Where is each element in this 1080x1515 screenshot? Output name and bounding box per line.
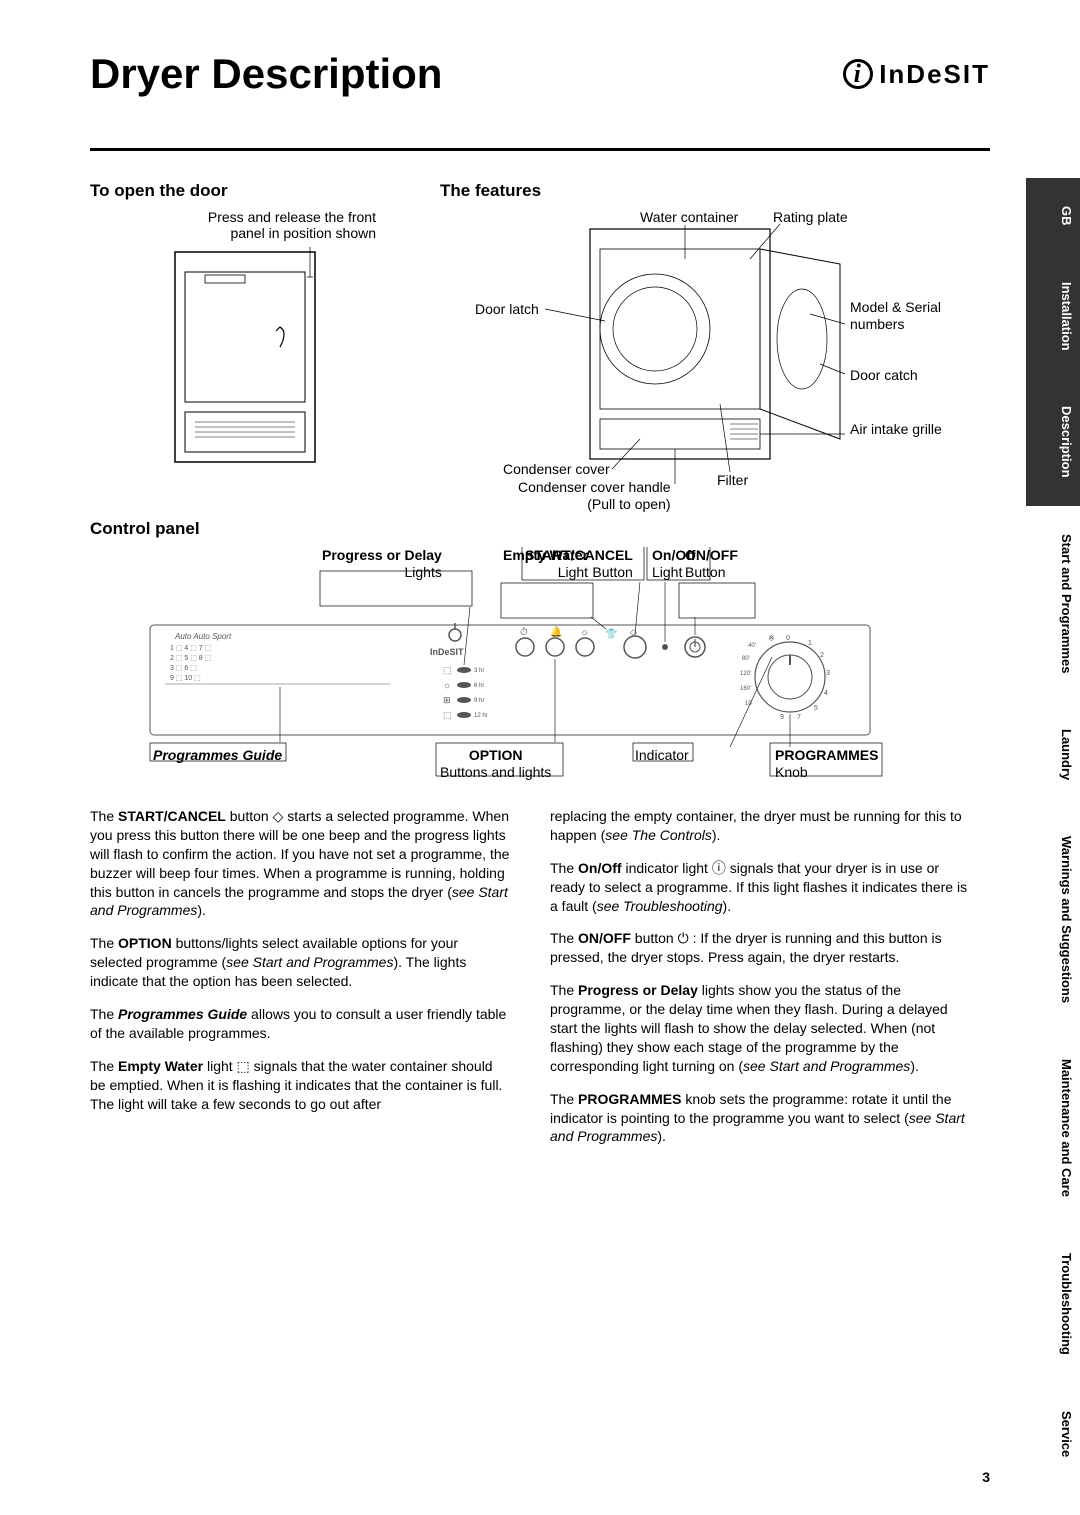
svg-text:Auto Auto Sport: Auto Auto Sport <box>174 632 232 641</box>
page-number: 3 <box>982 1469 990 1485</box>
tab-installation: Installation <box>1026 254 1080 379</box>
svg-text:160': 160' <box>740 686 751 692</box>
label-model-serial: Model & Serial numbers <box>850 299 990 333</box>
control-panel-diagram: START/CANCELButton On/OffLight Progress … <box>90 547 990 797</box>
svg-text:5: 5 <box>814 705 818 712</box>
label-rating-plate: Rating plate <box>773 209 848 226</box>
svg-text:120': 120' <box>740 671 751 677</box>
svg-text:1 ⬚ 4 ⬚ 7 ⬚: 1 ⬚ 4 ⬚ 7 ⬚ <box>170 645 211 652</box>
svg-text:6 hr: 6 hr <box>474 683 484 689</box>
features-diagram: Water container Rating plate Door latch … <box>440 209 990 499</box>
rule-thick <box>90 148 990 151</box>
label-door-catch: Door catch <box>850 367 918 384</box>
body-col-left: The START/CANCEL button ◇ starts a selec… <box>90 807 510 1160</box>
svg-text:3 hr: 3 hr <box>474 668 484 674</box>
svg-text:InDeSIT: InDeSIT <box>430 647 464 657</box>
svg-text:⬚: ⬚ <box>443 665 452 675</box>
tab-start: Start and Programmes <box>1026 506 1080 701</box>
svg-text:👕: 👕 <box>605 628 617 640</box>
features-subtitle: The features <box>440 181 990 201</box>
svg-text:40': 40' <box>748 643 756 649</box>
svg-text:0: 0 <box>786 635 790 642</box>
svg-text:9 ⬚ 10 ⬚: 9 ⬚ 10 ⬚ <box>170 675 201 682</box>
tab-service: Service <box>1026 1383 1080 1485</box>
label-condenser-cover: Condenser cover <box>503 461 610 478</box>
door-caption-l2: panel in position shown <box>230 225 376 241</box>
svg-text:※: ※ <box>768 634 775 643</box>
tab-troubleshooting: Troubleshooting <box>1026 1225 1080 1383</box>
side-tabs: GB Installation Description Start and Pr… <box>1026 178 1080 1486</box>
svg-text:9: 9 <box>780 714 784 721</box>
label-door-latch: Door latch <box>475 301 539 318</box>
body-col-right: replacing the empty container, the dryer… <box>550 807 970 1160</box>
svg-text:☼: ☼ <box>443 680 451 690</box>
svg-text:2: 2 <box>820 652 824 659</box>
svg-text:🔔: 🔔 <box>550 626 562 638</box>
svg-text:12 hr: 12 hr <box>474 713 488 719</box>
door-subtitle: To open the door <box>90 181 400 201</box>
door-diagram <box>145 247 345 477</box>
tab-warnings: Warnings and Suggestions <box>1026 808 1080 1031</box>
svg-text:7: 7 <box>797 714 801 721</box>
svg-text:◇: ◇ <box>630 627 637 637</box>
label-water-container: Water container <box>640 209 738 226</box>
svg-text:4: 4 <box>824 690 828 697</box>
brand-i-icon: i <box>843 59 873 89</box>
label-air-intake: Air intake grille <box>850 421 942 438</box>
svg-text:☼: ☼ <box>580 627 589 638</box>
svg-text:⊞: ⊞ <box>443 695 451 705</box>
label-condenser-handle-1: Condenser cover handle <box>518 479 671 495</box>
brand-name: InDeSIT <box>879 59 990 90</box>
tab-gb: GB <box>1026 178 1080 254</box>
svg-text:⬚: ⬚ <box>443 710 452 720</box>
label-condenser-handle-2: (Pull to open) <box>587 496 670 512</box>
door-caption-l1: Press and release the front <box>208 209 376 225</box>
tab-laundry: Laundry <box>1026 701 1080 808</box>
svg-text:2 ⬚ 5 ⬚ 8 ⬚: 2 ⬚ 5 ⬚ 8 ⬚ <box>170 655 211 662</box>
brand-logo: i InDeSIT <box>843 59 990 90</box>
control-subtitle: Control panel <box>90 519 990 539</box>
label-filter: Filter <box>717 472 748 489</box>
svg-text:3 ⬚ 6 ⬚: 3 ⬚ 6 ⬚ <box>170 665 197 672</box>
svg-text:9 hr: 9 hr <box>474 698 484 704</box>
tab-maintenance: Maintenance and Care <box>1026 1031 1080 1225</box>
tab-description: Description <box>1026 378 1080 506</box>
svg-text:3: 3 <box>826 670 830 677</box>
page-title: Dryer Description <box>90 50 442 98</box>
svg-text:⏱: ⏱ <box>520 627 528 638</box>
svg-text:1: 1 <box>808 640 812 647</box>
svg-text:80': 80' <box>742 656 750 662</box>
